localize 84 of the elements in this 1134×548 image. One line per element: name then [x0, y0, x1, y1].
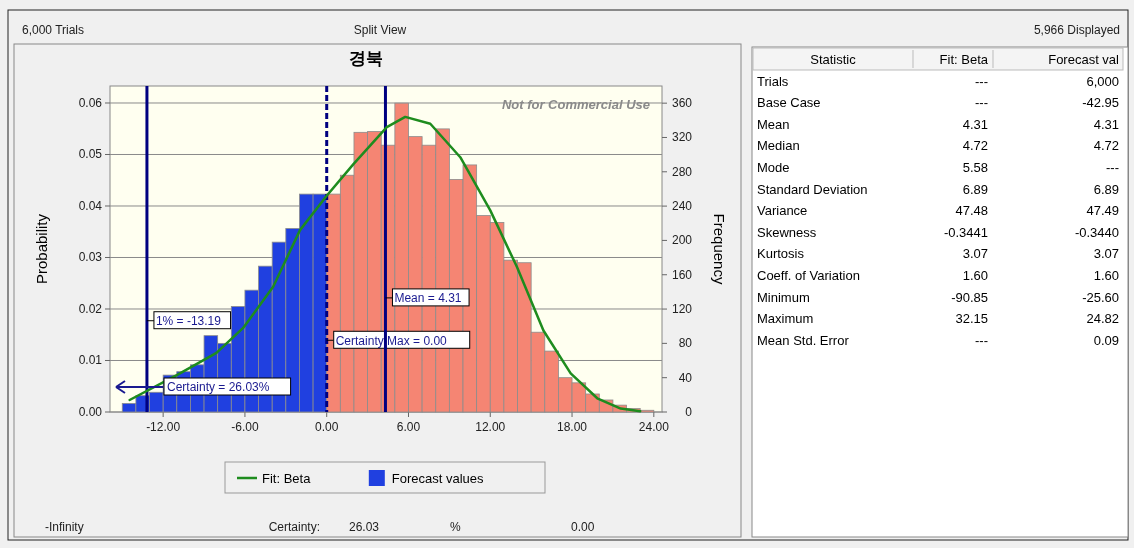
text: 4.72 [1093, 138, 1119, 154]
text: % [450, 520, 461, 534]
category-label: Base Case [757, 95, 821, 111]
text: 5.58 [962, 160, 988, 175]
text: 4.72 [962, 138, 988, 154]
x-tick-label: -12.00 [146, 420, 181, 434]
y-tick-label: 0.05 [78, 147, 103, 162]
y-tick-label: 0.06 [78, 96, 103, 110]
y2-tick-label: 120 [671, 302, 693, 317]
category-label: Maximum [757, 311, 814, 327]
text: -0.3440 [1074, 224, 1119, 240]
annotation: Certainty = 26.03% [167, 380, 270, 394]
text: 1.60 [962, 268, 988, 283]
x-tick-label: 18.00 [557, 420, 588, 434]
y2-tick-label: 0 [685, 405, 693, 419]
text: -25.60 [1082, 289, 1119, 305]
category-label: Mean Std. Error [757, 332, 849, 348]
text: -90.85 [951, 289, 988, 305]
text: 4.31 [1093, 116, 1119, 132]
y2-tick-label: 200 [671, 233, 693, 248]
legend-label: Fit: Beta [262, 470, 312, 486]
category-label: Statistic [810, 52, 857, 67]
text: Split View [353, 23, 407, 37]
y-tick-label: 0.01 [78, 353, 103, 368]
text: 6.89 [962, 181, 988, 197]
text: 5,966 Displayed [1033, 23, 1120, 37]
category-label: Kurtosis [757, 246, 804, 262]
text: -0.3441 [943, 224, 988, 240]
ref-line-label: Certainty Max = 0.00 [335, 333, 448, 348]
category-label: Variance [757, 203, 808, 219]
x-tick-label: -6.00 [231, 420, 259, 434]
text: 47.48 [955, 203, 988, 219]
category-label: Minimum [757, 289, 810, 305]
text: 6,000 [1086, 73, 1119, 89]
chart-title: 경북 [349, 48, 383, 68]
category-label: Coeff. of Variation [757, 268, 860, 283]
text: -42.95 [1082, 95, 1119, 111]
x-tick-label: 6.00 [396, 420, 421, 434]
y2-tick-label: 160 [671, 267, 693, 282]
category-label: Mean [757, 116, 790, 132]
text: 6,000 Trials [22, 23, 85, 37]
category-label: Fit: Beta [939, 52, 989, 67]
text: 24.82 [1086, 311, 1119, 327]
y-axis-title: Probability [33, 213, 50, 285]
y-tick-label: 0.00 [78, 405, 103, 419]
text: 1.60 [1093, 268, 1119, 283]
x-tick-label: 24.00 [638, 420, 670, 434]
text: 0.09 [1093, 332, 1119, 348]
text: -Infinity [45, 520, 84, 534]
category-label: Trials [757, 73, 789, 89]
category-label: Standard Deviation [757, 181, 868, 197]
category-label: Forecast val [1048, 52, 1120, 67]
y2-tick-label: 360 [671, 96, 693, 111]
text: 47.49 [1086, 203, 1119, 219]
text: 32.15 [955, 311, 988, 327]
text: --- [975, 73, 988, 89]
text: Certainty: [268, 520, 320, 534]
text: 4.31 [962, 116, 988, 132]
legend-label: Forecast values [391, 470, 485, 486]
annotation: Not for Commercial Use [501, 97, 650, 112]
text: --- [975, 332, 988, 348]
category-label: Median [757, 138, 800, 154]
text: 26.03 [349, 520, 380, 534]
category-label: Mode [757, 160, 790, 175]
text: 0.00 [571, 520, 595, 534]
text: 3.07 [1093, 246, 1119, 262]
category-label: Skewness [757, 224, 817, 240]
text: 6.89 [1093, 181, 1119, 197]
x-tick-label: 12.00 [475, 420, 506, 434]
y2-tick-label: 280 [671, 164, 693, 179]
ref-line-label: 1% = -13.19 [155, 314, 222, 329]
y2-tick-label: 80 [678, 336, 693, 351]
y-tick-label: 0.02 [78, 302, 103, 316]
y2-axis-title: Frequency [711, 213, 728, 285]
text: --- [1106, 160, 1119, 175]
text: 3.07 [962, 246, 988, 262]
y-tick-label: 0.04 [78, 199, 103, 213]
y2-tick-label: 40 [678, 370, 693, 385]
y2-tick-label: 320 [671, 130, 693, 145]
y-tick-label: 0.03 [78, 250, 103, 265]
x-tick-label: 0.00 [315, 420, 339, 434]
text: --- [975, 95, 988, 111]
y2-tick-label: 240 [671, 199, 693, 214]
ref-line-label: Mean = 4.31 [394, 291, 462, 306]
